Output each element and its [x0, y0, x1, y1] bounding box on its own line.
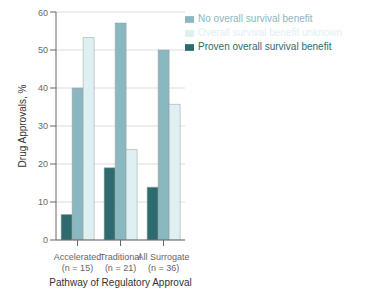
- svg-text:30: 30: [38, 121, 48, 131]
- svg-text:All Surrogate(n = 36): All Surrogate(n = 36): [138, 252, 190, 273]
- svg-text:Pathway of Regulatory Approval: Pathway of Regulatory Approval: [49, 277, 191, 288]
- svg-text:20: 20: [38, 159, 48, 169]
- html-text:Overall survival benefit unkno: Overall survival benefit unknown: [198, 27, 342, 38]
- svg-text:50: 50: [38, 45, 48, 55]
- html-text:Proven overall survival benefi: Proven overall survival benefit: [198, 41, 332, 52]
- svg-text:10: 10: [38, 197, 48, 207]
- svg-text:60: 60: [38, 8, 48, 18]
- svg-text:Drug Approvals, %: Drug Approvals, %: [17, 84, 28, 167]
- html-text:No overall survival benefit: No overall survival benefit: [198, 13, 313, 24]
- svg-text:Accelerated(n = 15): Accelerated(n = 15): [54, 252, 102, 273]
- svg-text:Traditional(n = 21): Traditional(n = 21): [100, 252, 142, 273]
- svg-text:0: 0: [43, 235, 48, 245]
- svg-text:40: 40: [38, 83, 48, 93]
